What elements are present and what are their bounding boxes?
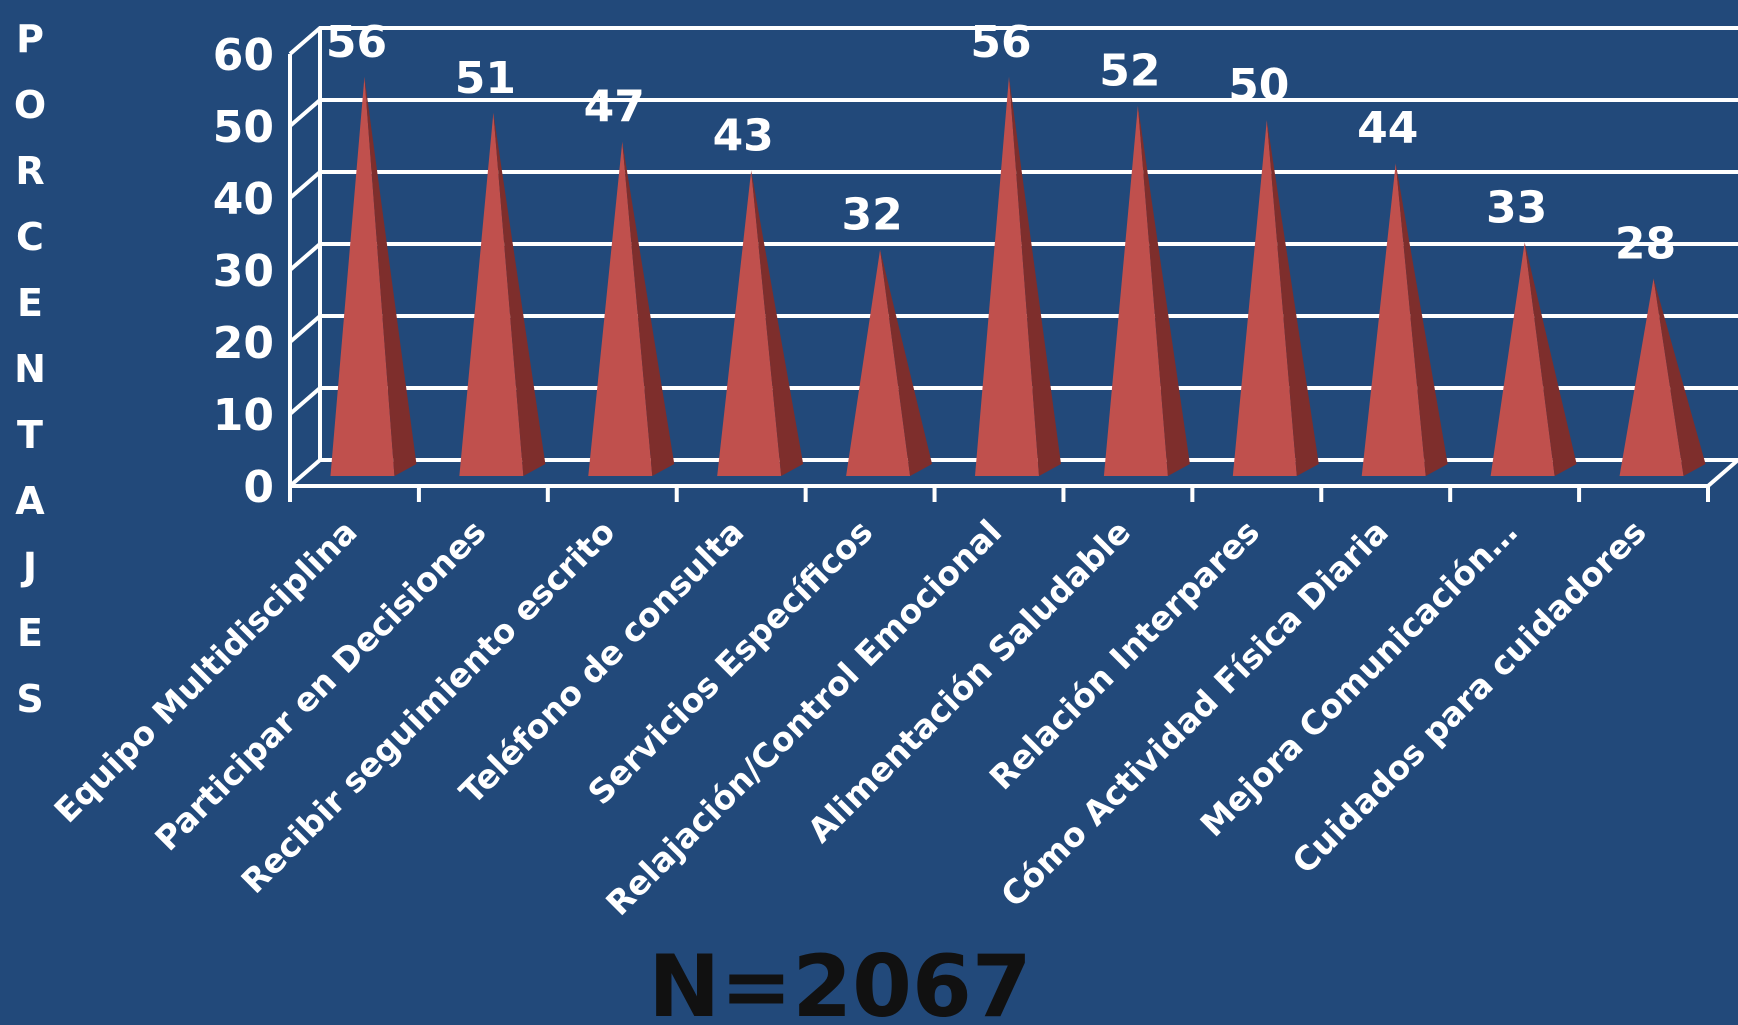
y-tick-label: 30 [213, 246, 274, 297]
pyramid-front-face [330, 76, 395, 477]
data-label: 51 [455, 53, 516, 104]
pyramid-bar [975, 76, 1061, 477]
pyramid-side-face [493, 112, 546, 477]
y-axis-title-letter: P [16, 17, 44, 61]
data-label: 47 [584, 82, 645, 133]
data-label: 56 [970, 17, 1031, 68]
data-label: 32 [841, 190, 902, 241]
bar-layer [330, 76, 1706, 477]
pyramid-bar [330, 76, 417, 477]
y-tick-label: 40 [213, 174, 274, 225]
x-tick-label: Relación Interpares [982, 512, 1267, 797]
pyramid-bar [1490, 242, 1577, 476]
axis-layer: 0 10 20 30 40 50 60 [213, 30, 1738, 513]
pyramid-front-face [588, 141, 653, 476]
data-label: 33 [1486, 182, 1547, 233]
grid-line [288, 26, 1738, 56]
grid-layer [288, 26, 1738, 488]
pyramid-bar [459, 112, 546, 477]
y-axis-title-letter: T [17, 413, 43, 457]
pyramid-bar [588, 141, 675, 476]
pyramid-side-face [622, 141, 675, 476]
pyramid-side-face [1266, 120, 1319, 476]
data-label: 28 [1615, 218, 1676, 269]
pyramid-bar [1619, 278, 1706, 476]
pyramid-side-face [364, 76, 417, 477]
y-tick-label: 50 [213, 102, 274, 153]
y-axis-title-letter: A [15, 479, 45, 523]
pyramid-front-face [846, 249, 911, 476]
y-axis-title-letter: E [17, 281, 43, 325]
pyramid-front-face [1490, 242, 1555, 476]
y-tick-label: 60 [213, 30, 274, 81]
pyramid-side-face [1524, 242, 1577, 476]
pyramid-bar [1361, 163, 1448, 476]
y-axis-title-letter: N [14, 347, 46, 391]
y-axis-title-letter: E [17, 611, 43, 655]
y-tick-label: 10 [213, 390, 274, 441]
y-axis-title-letter: R [15, 149, 44, 193]
pyramid-bar [717, 170, 804, 476]
pyramid-front-face [459, 112, 524, 477]
y-axis-title-letter: J [20, 545, 37, 589]
data-label: 52 [1099, 46, 1160, 97]
data-label: 56 [326, 17, 387, 68]
pyramid-side-face [1395, 163, 1448, 476]
y-axis-title-letter: S [16, 677, 43, 721]
pyramid-side-face [1653, 278, 1706, 476]
y-tick-label: 20 [213, 318, 274, 369]
pyramid-bar [1103, 105, 1190, 476]
pyramid-front-face [717, 170, 782, 476]
pyramid-side-face [1137, 105, 1190, 476]
pyramid-front-face [975, 76, 1039, 477]
pyramid-side-face [880, 249, 933, 476]
grid-line [288, 98, 1738, 128]
data-label: 50 [1228, 60, 1289, 111]
pyramid-bar [846, 249, 933, 476]
x-axis-depth-line [1706, 458, 1738, 488]
pyramid-bar [1232, 120, 1319, 476]
pyramid-front-face [1361, 163, 1426, 476]
y-axis-title-letter: C [16, 215, 44, 259]
data-label: 43 [713, 110, 774, 161]
pyramid-side-face [751, 170, 804, 476]
pyramid-front-face [1103, 105, 1168, 476]
pyramid-front-face [1232, 120, 1297, 476]
sample-size-annotation: N=2067 [648, 937, 1031, 1021]
pyramid-side-face [1009, 76, 1061, 477]
pyramid-front-face [1619, 278, 1684, 476]
data-label: 44 [1357, 103, 1418, 154]
y-tick-label: 0 [243, 462, 274, 513]
y-axis-title-letter: O [14, 83, 46, 127]
